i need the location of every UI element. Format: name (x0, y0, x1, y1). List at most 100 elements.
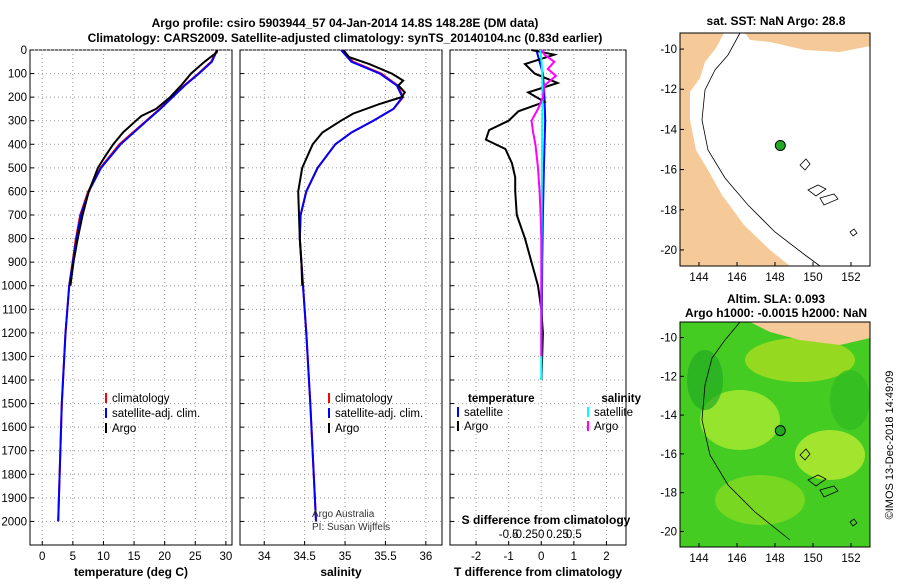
map-y-tick-label: -16 (660, 165, 677, 177)
map-x-tick-label: 148 (765, 272, 784, 284)
map1-reef (799, 158, 858, 237)
x-tick-label: 34 (258, 551, 271, 563)
legend-label: satellite (464, 407, 503, 419)
x-tick-label: -1 (504, 551, 514, 563)
y-tick-label: 100 (8, 69, 27, 81)
map1-shelf-contour (701, 32, 821, 267)
series-line-satellite-adj--clim- (57, 49, 219, 522)
map-y-tick-label: -12 (660, 371, 677, 383)
x-tick-label: -2 (471, 551, 481, 563)
x-tick-label: 2 (603, 551, 609, 563)
series-line-s-argo (530, 49, 558, 357)
x-axis-label: temperature (deg C) (74, 565, 188, 579)
s-tick-label: -0.5 (499, 529, 519, 541)
y-tick-label: 1300 (1, 351, 27, 363)
map1-land (680, 33, 790, 266)
legend-label: climatology (335, 393, 393, 405)
map-x-tick-label: 150 (803, 272, 822, 284)
legend-label: Argo (335, 423, 359, 435)
y-tick-label: 1400 (1, 375, 27, 387)
map-x-tick-label: 150 (803, 553, 822, 565)
temperature-panel (29, 49, 233, 546)
salinity-panel (239, 49, 443, 546)
map-y-tick-label: -18 (660, 205, 677, 217)
y-tick-label: 1100 (2, 304, 27, 316)
map-x-tick-label: 146 (727, 553, 746, 565)
map-x-tick-label: 144 (689, 553, 709, 565)
map-x-tick-label: 148 (765, 553, 784, 565)
s-tick-label: 0.25 (546, 529, 568, 541)
y-tick-label: 500 (8, 163, 27, 175)
x-tick-label: 0 (39, 551, 45, 563)
map-y-tick-label: -14 (660, 410, 677, 422)
figure-title-line1: Argo profile: csiro 5903944_57 04-Jan-20… (152, 16, 539, 30)
map-y-tick-label: -10 (660, 44, 677, 56)
legend-label: Argo (464, 421, 488, 433)
legend-label: Argo (112, 423, 136, 435)
s-tick-label: 0.5 (566, 529, 582, 541)
difference-panel (449, 49, 627, 546)
x-tick-label: 15 (128, 551, 141, 563)
map-x-tick-label: 146 (727, 272, 746, 284)
legend-label: Argo (594, 421, 618, 433)
figure-title-line2: Climatology: CARS2009. Satellite-adjuste… (88, 31, 603, 45)
y-tick-label: 300 (8, 116, 27, 128)
y-tick-label: 1500 (1, 399, 27, 411)
legend-label: satellite (594, 407, 633, 419)
map1-title: sat. SST: NaN Argo: 28.8 (707, 14, 846, 28)
map2-land-png (750, 322, 870, 345)
x-tick-label: 35.5 (374, 551, 396, 563)
map-y-tick-label: -18 (660, 488, 677, 500)
map-x-tick-label: 152 (841, 553, 860, 565)
map-y-tick-label: -12 (660, 84, 677, 96)
y-tick-label: 900 (8, 257, 27, 269)
y-tick-label: 2000 (1, 516, 27, 528)
y-tick-label: 1800 (1, 469, 27, 481)
x-tick-label: 25 (189, 551, 202, 563)
map2-title-line1: Altim. SLA: 0.093 (727, 292, 825, 306)
annotation-text: Argo Australia (312, 509, 375, 520)
y-tick-label: 700 (8, 210, 27, 222)
x-tick-label: 1 (571, 551, 577, 563)
series-line-argo (297, 49, 407, 286)
map2-reef (799, 448, 858, 527)
x-axis-label: salinity (320, 565, 362, 579)
legend-title-temperature: temperature (468, 393, 534, 405)
s-difference-label: S difference from climatology (462, 513, 631, 527)
map1-land-png (745, 33, 870, 52)
x-tick-label: 10 (97, 551, 110, 563)
x-tick-label: 34.5 (293, 551, 315, 563)
series-line-argo (69, 49, 219, 286)
map-y-tick-label: -14 (660, 124, 677, 136)
map2-title-line2: Argo h1000: -0.0015 h2000: NaN (685, 306, 867, 320)
sst-map (679, 32, 871, 267)
x-axis-label: T difference from climatology (454, 565, 622, 579)
y-tick-label: 800 (8, 234, 27, 246)
x-tick-label: 0 (538, 551, 544, 563)
map-y-tick-label: -16 (660, 449, 677, 461)
y-tick-label: 600 (8, 186, 27, 198)
legend-label: climatology (112, 393, 170, 405)
legend-title-salinity: salinity (601, 393, 641, 405)
x-tick-label: 5 (70, 551, 76, 563)
x-tick-label: 35 (339, 551, 352, 563)
legend-label: satellite-adj. clim. (112, 408, 200, 420)
x-tick-label: 20 (158, 551, 171, 563)
map-x-tick-label: 144 (689, 272, 709, 284)
watermark: ©IMOS 13-Dec-2018 14:49:09 (884, 371, 896, 520)
map2-argo-point (774, 425, 786, 437)
map-y-tick-label: -20 (660, 245, 677, 257)
y-tick-label: 0 (21, 45, 27, 57)
x-tick-label: 30 (219, 551, 232, 563)
y-tick-label: 1000 (1, 281, 27, 293)
s-tick-label: -0.25 (512, 529, 538, 541)
y-tick-label: 1900 (1, 493, 27, 505)
y-tick-label: 400 (8, 139, 27, 151)
annotation-text: PI: Susan Wijffels (312, 522, 390, 533)
x-tick-label: 36 (419, 551, 432, 563)
s-tick-label: 0 (538, 529, 544, 541)
map-y-tick-label: -10 (660, 333, 677, 345)
series-line-satellite-adj--clim- (298, 49, 404, 522)
legend-label: satellite-adj. clim. (335, 408, 423, 420)
